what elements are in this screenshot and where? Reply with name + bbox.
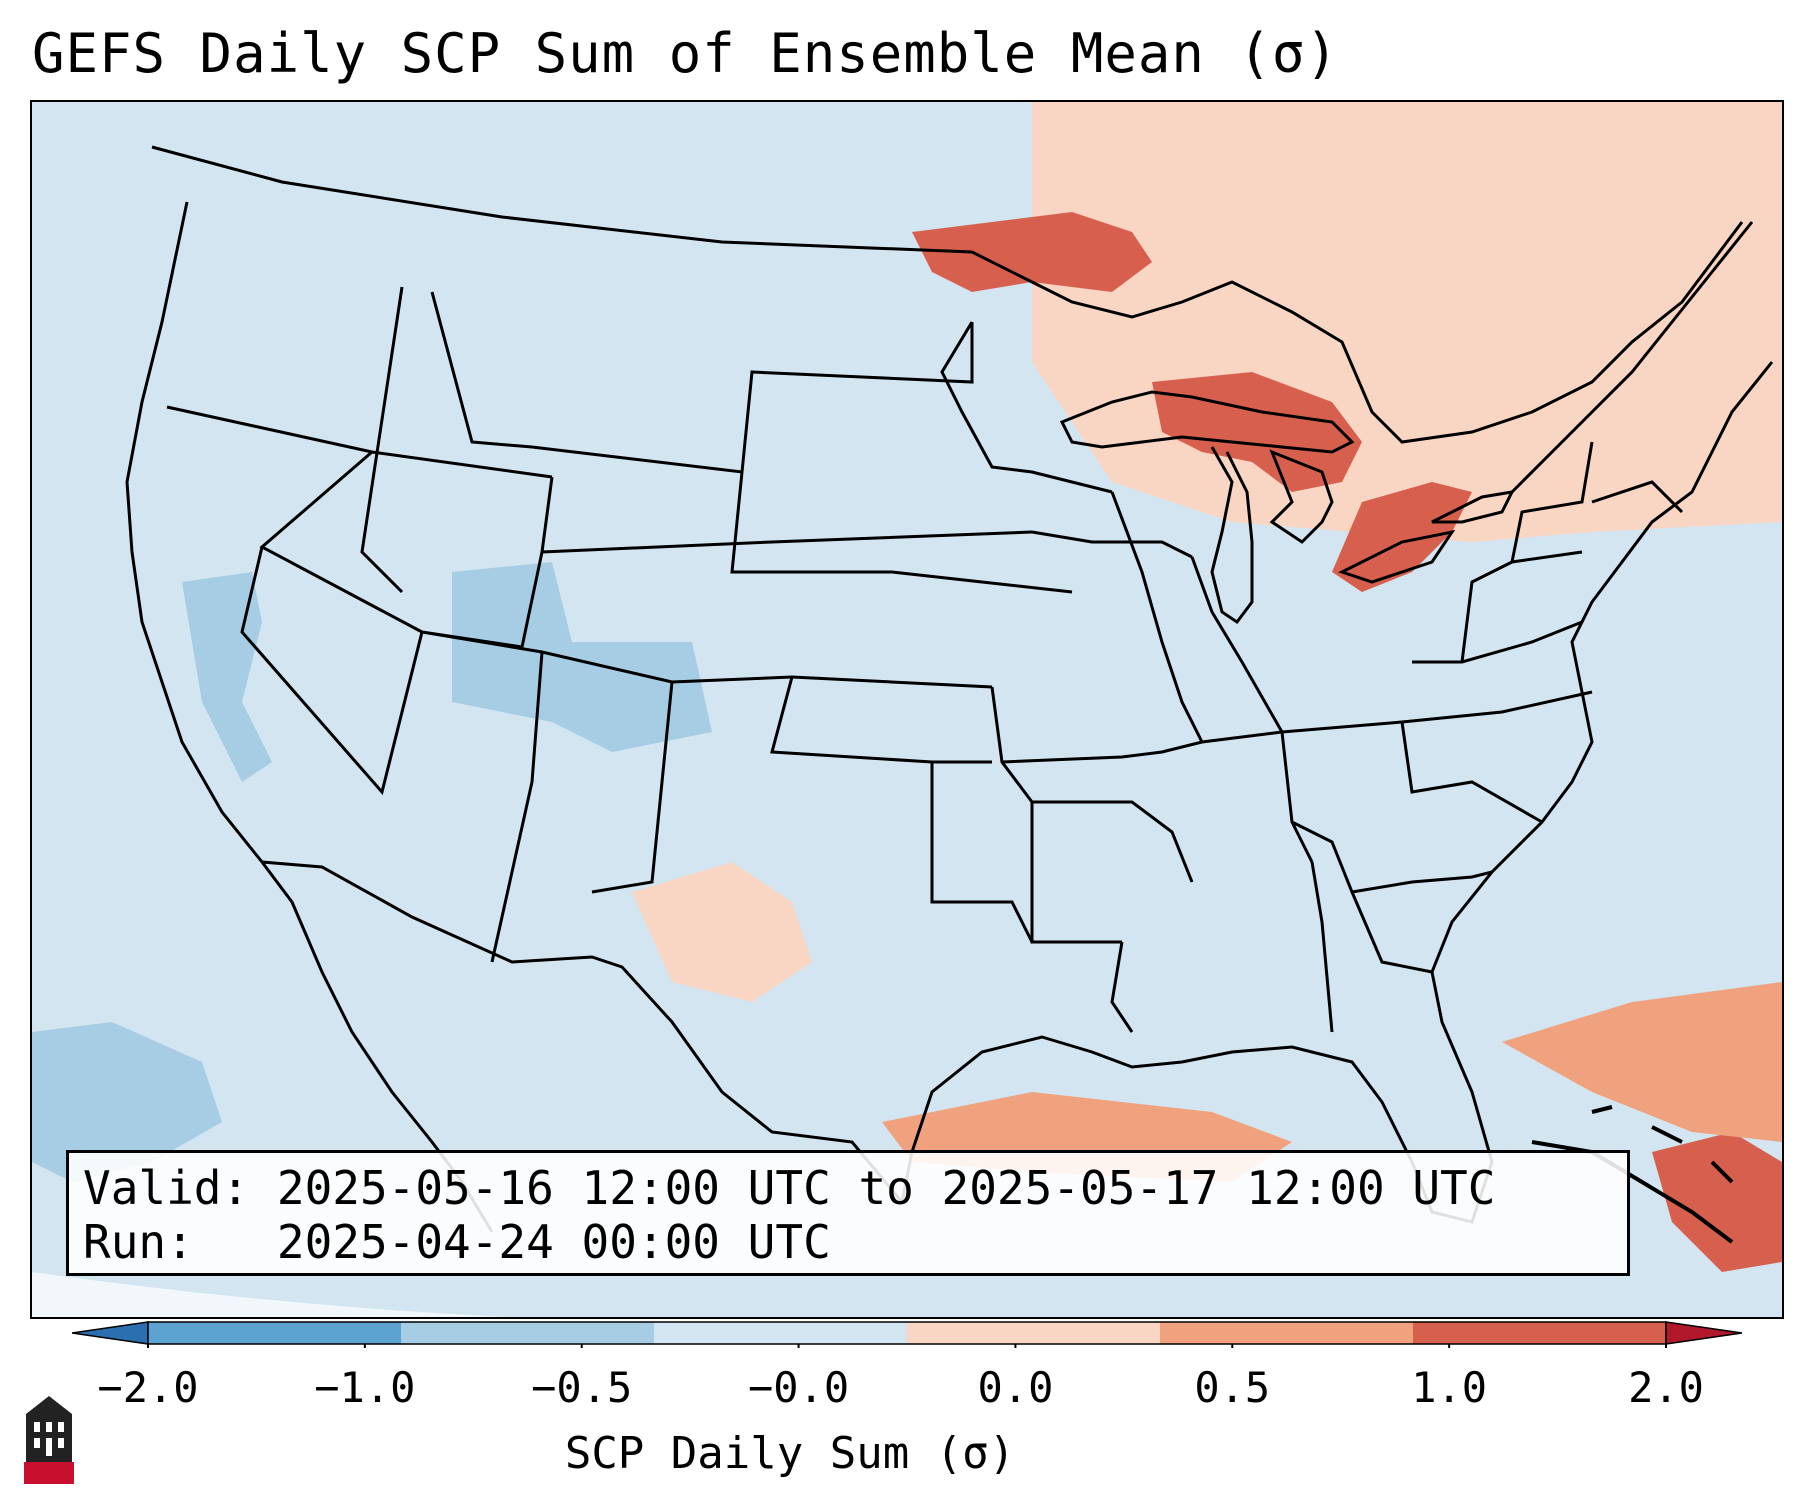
us-west-coast (125, 201, 294, 903)
colorbar-label: SCP Daily Sum (σ) (564, 1428, 1016, 1479)
anomaly-region-caribbean (1652, 1132, 1782, 1272)
cuba-outline (1531, 1140, 1734, 1244)
anomaly-background-east (1032, 102, 1782, 542)
colorbar-tick-label: 0.5 (1194, 1363, 1271, 1412)
colorbar-segment (1160, 1322, 1413, 1344)
colorbar-segment (1413, 1322, 1666, 1344)
anomaly-shading (32, 102, 1782, 1272)
colorbar-tick-label: −2.0 (97, 1363, 199, 1412)
colorbar-tick-label: 0.0 (977, 1363, 1054, 1412)
us-mexico-border (261, 860, 904, 1203)
valid-time: 2025-05-16 12:00 UTC to 2025-05-17 12:00… (276, 1161, 1496, 1215)
anomaly-region-southern-ontario (1332, 482, 1472, 592)
niu-logo-icon (24, 1396, 74, 1484)
validity-info-box: Valid: 2025-05-16 12:00 UTC to 2025-05-1… (66, 1150, 1630, 1276)
colorbar-tick-label: −1.0 (314, 1363, 416, 1412)
state-lines-west (166, 286, 1033, 963)
anomaly-region-atlantic (1502, 982, 1782, 1142)
caribbean-islands (1531, 1105, 1734, 1244)
bahamas-outline (1591, 1105, 1734, 1184)
colorbar-segment (654, 1322, 907, 1344)
colorbar-tick-label: 2.0 (1628, 1363, 1704, 1412)
state-lines-central (732, 321, 1283, 1033)
colorbar-segment (907, 1322, 1160, 1344)
map-title: GEFS Daily SCP Sum of Ensemble Mean (σ) (32, 22, 1339, 85)
colorbar (72, 1321, 1742, 1348)
colorbar-segment (401, 1322, 654, 1344)
st-lawrence (1510, 221, 1754, 494)
run-label: Run: (83, 1215, 194, 1269)
colorbar-frame (147, 1321, 1667, 1345)
colorbar-tick-label: −0.5 (531, 1363, 633, 1412)
valid-label: Valid: (83, 1161, 250, 1215)
state-lines-east (1110, 441, 1684, 1033)
anomaly-region-northern-california (182, 572, 272, 782)
anomaly-region-great-lakes (1152, 372, 1362, 492)
colorbar-extend-high (1665, 1321, 1742, 1345)
anomaly-region-utah-colorado (452, 562, 712, 752)
map-canvas (32, 102, 1782, 1317)
canada-border (151, 145, 1744, 444)
map-panel[interactable] (30, 100, 1784, 1319)
colorbar-tick-label: −0.0 (747, 1363, 850, 1412)
colorbar-segment (148, 1322, 401, 1344)
great-lakes (1059, 390, 1515, 625)
run-time: 2025-04-24 00:00 UTC (276, 1215, 831, 1269)
anomaly-region-eastern-pacific (32, 1022, 222, 1182)
colorbar-tick-label: 1.0 (1411, 1363, 1488, 1412)
anomaly-region-manitoba (912, 212, 1152, 292)
colorbar-extend-low (72, 1321, 149, 1345)
map-edge-fringe (32, 1272, 1032, 1317)
atlantic-coast (1430, 361, 1774, 973)
anomaly-region-texas (632, 862, 812, 1002)
